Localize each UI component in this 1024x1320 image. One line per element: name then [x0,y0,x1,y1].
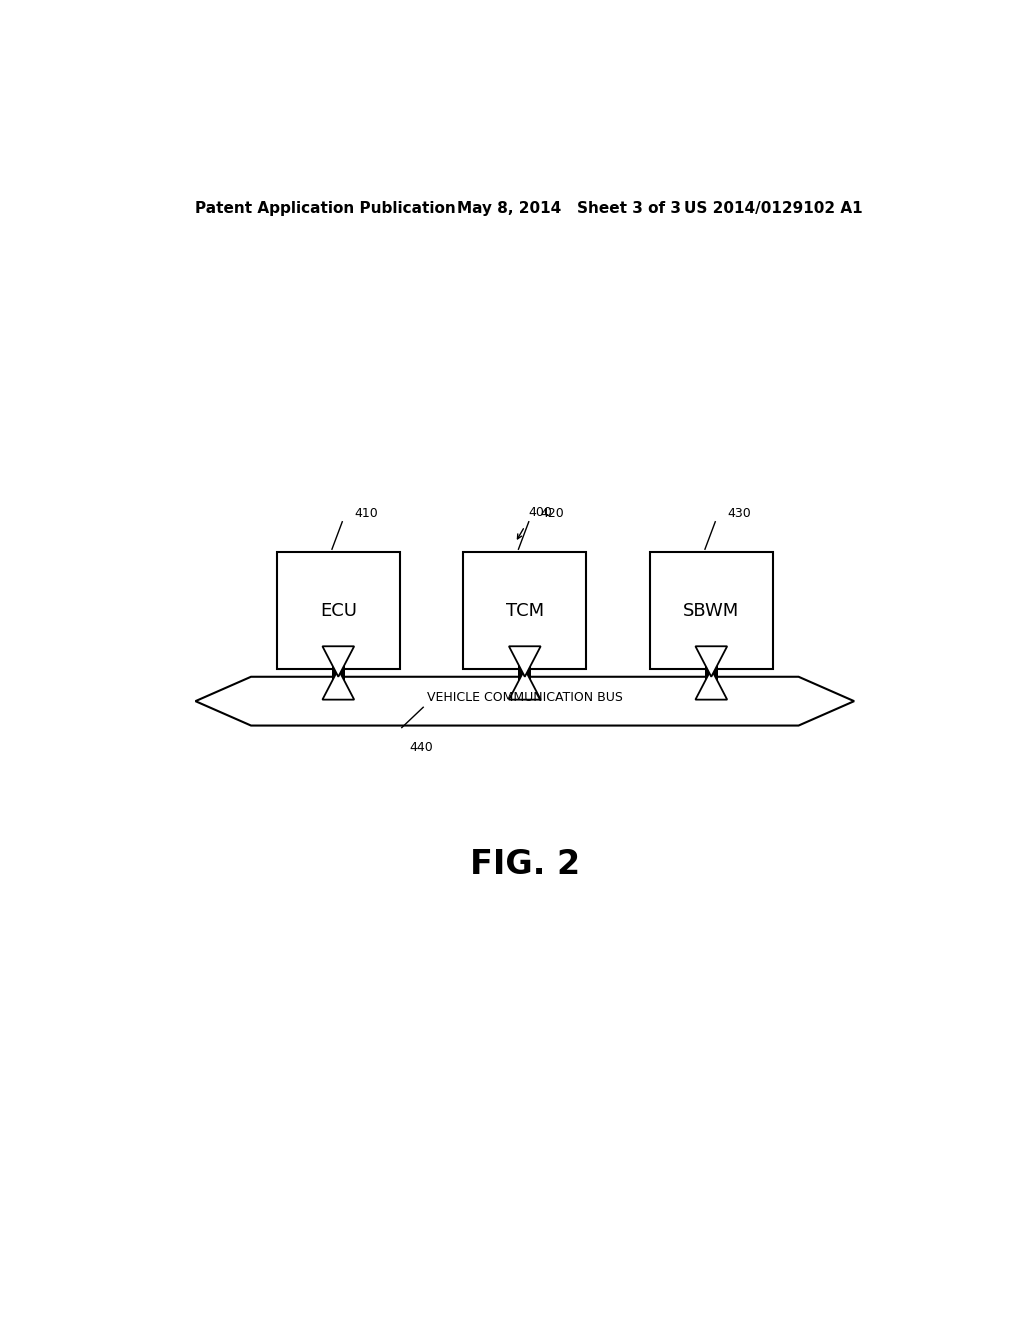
FancyArrow shape [323,669,354,700]
Bar [705,647,718,700]
Polygon shape [196,677,854,726]
Text: US 2014/0129102 A1: US 2014/0129102 A1 [684,201,862,216]
Text: 440: 440 [410,741,433,754]
FancyArrow shape [695,669,727,700]
FancyArrow shape [509,647,541,677]
Text: FIG. 2: FIG. 2 [470,849,580,882]
Text: TCM: TCM [506,602,544,619]
Bar [332,647,345,700]
Bar [518,647,531,700]
Text: May 8, 2014   Sheet 3 of 3: May 8, 2014 Sheet 3 of 3 [458,201,681,216]
FancyArrow shape [695,647,727,677]
FancyArrow shape [509,669,541,700]
Text: 400: 400 [528,507,553,519]
Bar [276,552,399,669]
Text: SBWM: SBWM [683,602,739,619]
Text: 410: 410 [354,507,378,520]
Text: ECU: ECU [319,602,356,619]
Bar [650,552,773,669]
Bar [463,552,587,669]
Text: Patent Application Publication: Patent Application Publication [196,201,457,216]
Text: 430: 430 [727,507,751,520]
FancyArrow shape [323,647,354,677]
Text: 420: 420 [541,507,564,520]
Text: VEHICLE COMMUNICATION BUS: VEHICLE COMMUNICATION BUS [427,690,623,704]
